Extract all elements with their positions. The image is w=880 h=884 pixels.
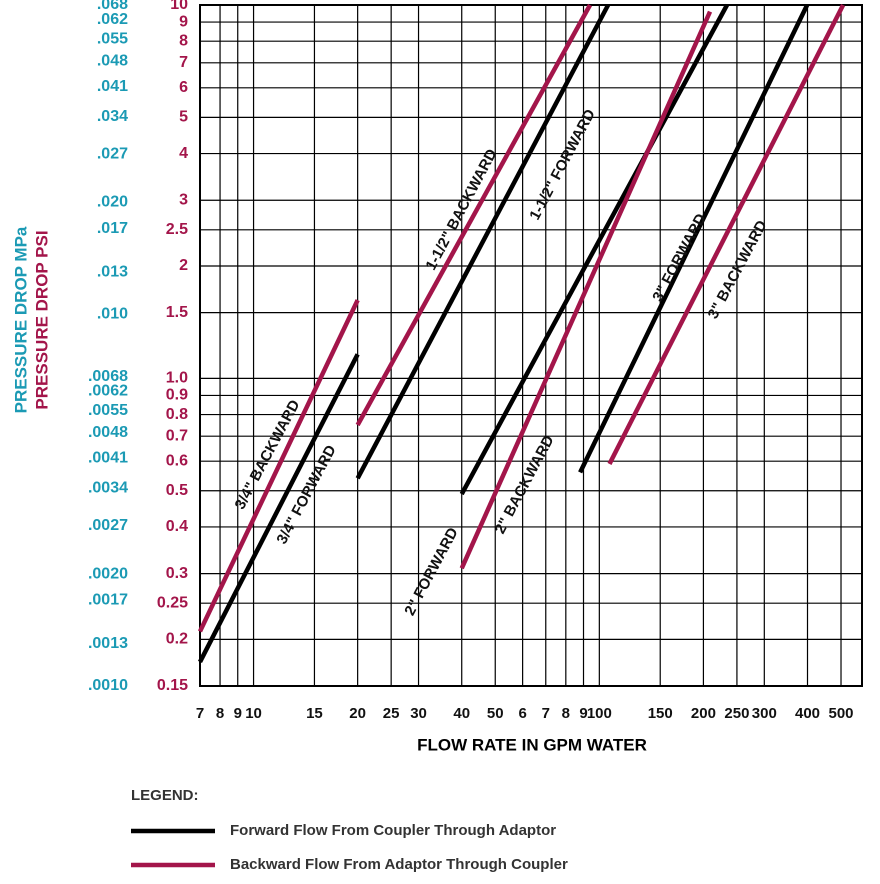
y2-tick-label: .034 — [97, 108, 128, 125]
y2-tick-label: .0017 — [88, 592, 128, 609]
y-tick-label: 2 — [179, 257, 188, 274]
y2-tick-label: .0010 — [88, 677, 128, 694]
y-tick-label: 3 — [179, 191, 188, 208]
y-tick-label: 0.15 — [157, 677, 188, 694]
y2-tick-label: .068 — [97, 0, 128, 13]
y2-tick-label: .0062 — [88, 383, 128, 400]
y-tick-label: 0.25 — [157, 594, 188, 611]
x-tick-label: 20 — [349, 705, 366, 722]
y2-tick-label: .0034 — [88, 480, 128, 497]
series-label: 3" BACKWARD — [704, 218, 770, 322]
series-label: 2" FORWARD — [401, 525, 462, 619]
y-axis-title: PRESSURE DROP PSI — [32, 230, 51, 409]
y2-tick-label: .0027 — [88, 517, 128, 534]
y2-tick-label: .0048 — [88, 424, 128, 441]
legend-label: Forward Flow From Coupler Through Adapto… — [230, 822, 556, 839]
y2-tick-label: .055 — [97, 30, 128, 47]
y-tick-label: 0.7 — [166, 427, 188, 444]
y-tick-label: 0.5 — [166, 482, 188, 499]
legend-label: Backward Flow From Adaptor Through Coupl… — [230, 856, 568, 873]
x-tick-label: 30 — [410, 705, 427, 722]
y-tick-label: 4 — [179, 145, 188, 162]
x-tick-label: 40 — [453, 705, 470, 722]
x-tick-label: 50 — [487, 705, 504, 722]
x-axis-title: FLOW RATE IN GPM WATER — [417, 735, 647, 754]
x-tick-label: 10 — [245, 705, 262, 722]
y2-tick-label: .0041 — [88, 449, 128, 466]
series-label: 1-1/2" FORWARD — [526, 106, 599, 222]
x-tick-label: 25 — [383, 705, 400, 722]
y2-tick-label: .048 — [97, 52, 128, 69]
y-tick-label: 0.8 — [166, 406, 188, 423]
y-tick-label: 8 — [179, 32, 188, 49]
y2-tick-label: .027 — [97, 145, 128, 162]
y2-tick-label: .0055 — [88, 402, 128, 419]
x-tick-label: 9 — [579, 705, 587, 722]
x-tick-label: 100 — [587, 705, 612, 722]
y-tick-label: 9 — [179, 13, 188, 30]
y-tick-label: 0.3 — [166, 565, 188, 582]
y2-tick-label: .0020 — [88, 565, 128, 582]
series-line — [607, 3, 846, 465]
y-tick-label: 0.2 — [166, 631, 188, 648]
y-tick-label: 0.4 — [166, 518, 188, 535]
legend-title: LEGEND: — [131, 787, 199, 804]
x-tick-label: 8 — [216, 705, 224, 722]
y2-tick-label: .010 — [97, 306, 128, 323]
series-line — [197, 299, 360, 633]
y-tick-label: 0.6 — [166, 452, 188, 469]
y2-tick-label: .041 — [97, 78, 128, 95]
series-line — [459, 10, 713, 570]
x-tick-label: 7 — [542, 705, 550, 722]
y2-tick-label: .0068 — [88, 368, 128, 385]
x-tick-label: 7 — [196, 705, 204, 722]
y-tick-label: 5 — [179, 109, 188, 126]
x-tick-label: 8 — [562, 705, 570, 722]
plot-frame — [199, 4, 863, 687]
series-label: 3" FORWARD — [649, 211, 710, 305]
y2-tick-label: .020 — [97, 194, 128, 211]
x-tick-label: 200 — [691, 705, 716, 722]
y-tick-label: 6 — [179, 79, 188, 96]
series-line — [459, 3, 729, 496]
y-tick-label: 1.5 — [166, 304, 188, 321]
y2-axis-title: PRESSURE DROP MPa — [11, 226, 30, 413]
x-tick-label: 250 — [724, 705, 749, 722]
y2-tick-label: .062 — [97, 11, 128, 28]
y-tick-label: 2.5 — [166, 221, 188, 238]
y2-tick-label: .0013 — [88, 635, 128, 652]
x-tick-label: 15 — [306, 705, 323, 722]
series-line — [355, 3, 611, 480]
series-line — [197, 353, 360, 663]
x-tick-label: 300 — [752, 705, 777, 722]
x-tick-label: 150 — [648, 705, 673, 722]
y2-tick-label: .017 — [97, 220, 128, 237]
x-tick-label: 9 — [234, 705, 242, 722]
series-line — [578, 4, 810, 474]
x-tick-label: 500 — [828, 705, 853, 722]
y2-tick-label: .013 — [97, 263, 128, 280]
x-tick-label: 6 — [518, 705, 526, 722]
x-tick-label: 400 — [795, 705, 820, 722]
y-tick-label: 7 — [179, 54, 188, 71]
y-tick-label: 0.9 — [166, 387, 188, 404]
series-line — [355, 3, 593, 427]
y-tick-label: 10 — [170, 0, 188, 13]
y-tick-label: 1.0 — [166, 370, 188, 387]
